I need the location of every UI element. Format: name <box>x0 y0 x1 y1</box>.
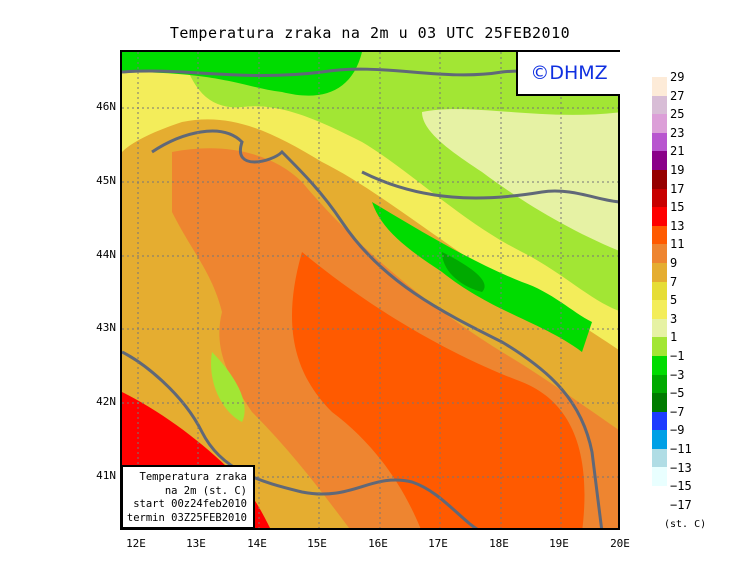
field-island-cool <box>211 352 245 422</box>
colorbar-swatch <box>652 114 667 133</box>
colorbar-label: 29 <box>670 70 685 84</box>
colorbar-label: 15 <box>670 200 685 215</box>
colorbar-label: 25 <box>670 107 685 122</box>
colorbar-swatch <box>652 430 667 449</box>
colorbar-label: 17 <box>670 181 685 196</box>
lon-label: 12E <box>126 537 146 550</box>
legend-line: Temperatura zraka <box>139 471 247 483</box>
colorbar-label: 13 <box>670 218 685 233</box>
lon-label: 20E <box>610 537 630 550</box>
legend-box: Temperatura zraka na 2m (st. C) start 00… <box>121 465 255 529</box>
field-m3-m1-b <box>372 202 592 352</box>
colorbar-label: −11 <box>670 442 692 456</box>
colorbar-label: 9 <box>670 256 678 270</box>
lon-label: 19E <box>549 537 569 550</box>
colorbar-label: −7 <box>670 404 685 419</box>
colorbar-swatch <box>652 132 667 152</box>
colorbar-label: 19 <box>670 163 685 177</box>
lat-label: 46N <box>96 100 116 113</box>
lon-label: 16E <box>368 537 388 550</box>
field-11-13 <box>292 252 585 528</box>
field-m5-m3 <box>442 252 485 292</box>
colorbar-swatch <box>652 188 667 208</box>
dhmz-logo: ©DHMZ <box>516 52 620 96</box>
lon-label: 15E <box>307 537 327 550</box>
colorbar-swatch <box>652 151 667 170</box>
colorbar-swatch <box>652 207 667 226</box>
colorbar-swatch <box>652 262 667 282</box>
colorbar-label: 27 <box>670 88 685 103</box>
lat-label: 41N <box>96 469 116 482</box>
colorbar-label: −13 <box>670 460 692 475</box>
colorbar-label: −3 <box>670 367 685 382</box>
colorbar-swatch <box>652 95 667 115</box>
lat-label: 42N <box>96 395 116 408</box>
legend-line: termin 03Z25FEB2010 <box>126 511 247 524</box>
colorbar-label: −1 <box>670 349 685 363</box>
colorbar-unit: (st. C) <box>664 519 707 530</box>
colorbar-label: 3 <box>670 311 678 326</box>
lon-label: 17E <box>428 537 448 550</box>
lat-label: 45N <box>96 174 116 187</box>
chart-title: Temperatura zraka na 2m u 03 UTC 25FEB20… <box>169 24 571 42</box>
colorbar-swatch <box>652 169 667 189</box>
colorbar-swatch <box>652 318 667 338</box>
legend-line: start 00z24feb2010 <box>133 498 247 510</box>
colorbar-label: 5 <box>670 293 678 308</box>
colorbar-swatch <box>652 337 667 356</box>
colorbar-swatch <box>652 374 667 394</box>
colorbar-label: −9 <box>670 423 685 438</box>
lat-label: 44N <box>96 248 116 261</box>
temperature-field <box>122 52 618 528</box>
colorbar-swatch <box>652 77 667 96</box>
colorbar-label: −15 <box>670 479 692 494</box>
temperature-map <box>120 50 620 530</box>
graticule <box>122 52 618 528</box>
coastlines <box>122 67 618 528</box>
colorbar-swatch <box>652 393 667 412</box>
colorbar-swatch <box>652 355 667 375</box>
colorbar-swatch <box>652 225 667 245</box>
lat-label: 43N <box>96 321 116 334</box>
colorbar-swatch <box>652 448 667 468</box>
legend-line: na 2m (st. C) <box>164 484 247 497</box>
colorbar-label: −17 <box>670 497 692 512</box>
colorbar-swatch <box>652 467 667 487</box>
colorbar-swatch <box>652 411 667 431</box>
colorbar-label: 11 <box>670 237 685 252</box>
colorbar-label: 7 <box>670 274 678 289</box>
lon-label: 18E <box>489 537 509 550</box>
colorbar-label: 1 <box>670 330 678 345</box>
colorbar <box>652 77 667 487</box>
colorbar-label: 23 <box>670 125 685 140</box>
field-1-3 <box>422 109 618 251</box>
lon-label: 13E <box>186 537 206 550</box>
colorbar-swatch <box>652 244 667 263</box>
colorbar-label: 21 <box>670 144 685 159</box>
colorbar-label: −5 <box>670 386 685 401</box>
colorbar-swatch <box>652 300 667 319</box>
lon-label: 14E <box>247 537 267 550</box>
colorbar-swatch <box>652 281 667 301</box>
